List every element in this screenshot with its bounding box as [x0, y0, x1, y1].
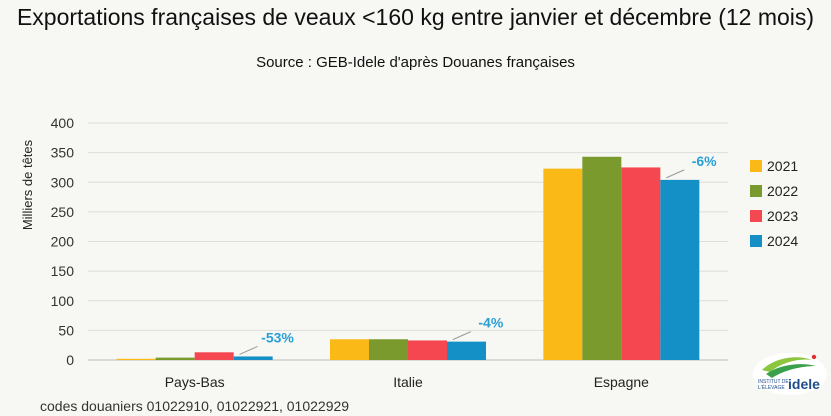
- annotation-leader: [665, 169, 685, 179]
- bar-2021-italie: [330, 339, 369, 360]
- legend-swatch: [750, 160, 762, 172]
- y-tick-label: 0: [66, 352, 74, 368]
- bar-2022-espagne: [582, 156, 622, 360]
- annotation-label: -6%: [692, 153, 717, 169]
- bar-2022-italie: [369, 339, 408, 360]
- bar-2023-pays-bas: [194, 352, 234, 360]
- bars: [116, 156, 700, 360]
- y-axis-label: Milliers de têtes: [20, 139, 35, 230]
- x-category-label: Espagne: [594, 374, 649, 390]
- annotations: -53% -4% -6%: [239, 153, 717, 355]
- footnote: codes douaniers 01022910, 01022921, 0102…: [40, 398, 350, 414]
- logo-brand: idele: [788, 376, 820, 392]
- legend-swatch: [750, 210, 762, 222]
- legend-label: 2021: [767, 158, 798, 174]
- annotation-leader: [452, 331, 472, 341]
- annotation-label: -53%: [261, 329, 294, 345]
- x-axis-categories: Pays-Bas Italie Espagne: [165, 374, 649, 390]
- bar-2021-espagne: [543, 168, 583, 360]
- chart-title: Exportations françaises de veaux <160 kg…: [16, 4, 815, 30]
- bar-2024-espagne: [660, 179, 700, 360]
- idele-logo: INSTITUT DE L'ÉLEVAGE idele: [753, 353, 827, 395]
- y-axis-ticks: 0 50 100 150 200 250 300 350 400: [51, 115, 75, 368]
- y-tick-label: 250: [51, 204, 75, 220]
- bar-2024-italie: [447, 341, 486, 360]
- x-category-label: Italie: [393, 374, 423, 390]
- bar-2023-italie: [408, 340, 447, 360]
- annotation-label: -4%: [478, 315, 503, 331]
- y-tick-label: 200: [51, 234, 75, 250]
- bar-2023-espagne: [621, 167, 661, 360]
- legend-swatch: [750, 185, 762, 197]
- chart-subtitle: Source : GEB-Idele d'après Douanes franç…: [256, 54, 575, 71]
- legend-label: 2024: [767, 233, 798, 249]
- bar-2021-pays-bas: [116, 358, 156, 360]
- legend-label: 2023: [767, 208, 798, 224]
- y-tick-label: 50: [58, 322, 74, 338]
- y-tick-label: 100: [51, 293, 75, 309]
- legend-label: 2022: [767, 183, 798, 199]
- logo-text-line1: INSTITUT DE: [758, 379, 789, 385]
- y-tick-label: 400: [51, 115, 75, 131]
- annotation-leader: [239, 345, 258, 355]
- legend: 2021 2022 2023 2024: [750, 158, 798, 249]
- y-tick-label: 350: [51, 145, 75, 161]
- bar-2024-pays-bas: [233, 356, 273, 360]
- y-tick-label: 150: [51, 263, 75, 279]
- bar-2022-pays-bas: [155, 357, 195, 360]
- y-tick-label: 300: [51, 174, 75, 190]
- logo-text-line2: L'ÉLEVAGE: [758, 384, 785, 391]
- legend-swatch: [750, 235, 762, 247]
- x-category-label: Pays-Bas: [165, 374, 225, 390]
